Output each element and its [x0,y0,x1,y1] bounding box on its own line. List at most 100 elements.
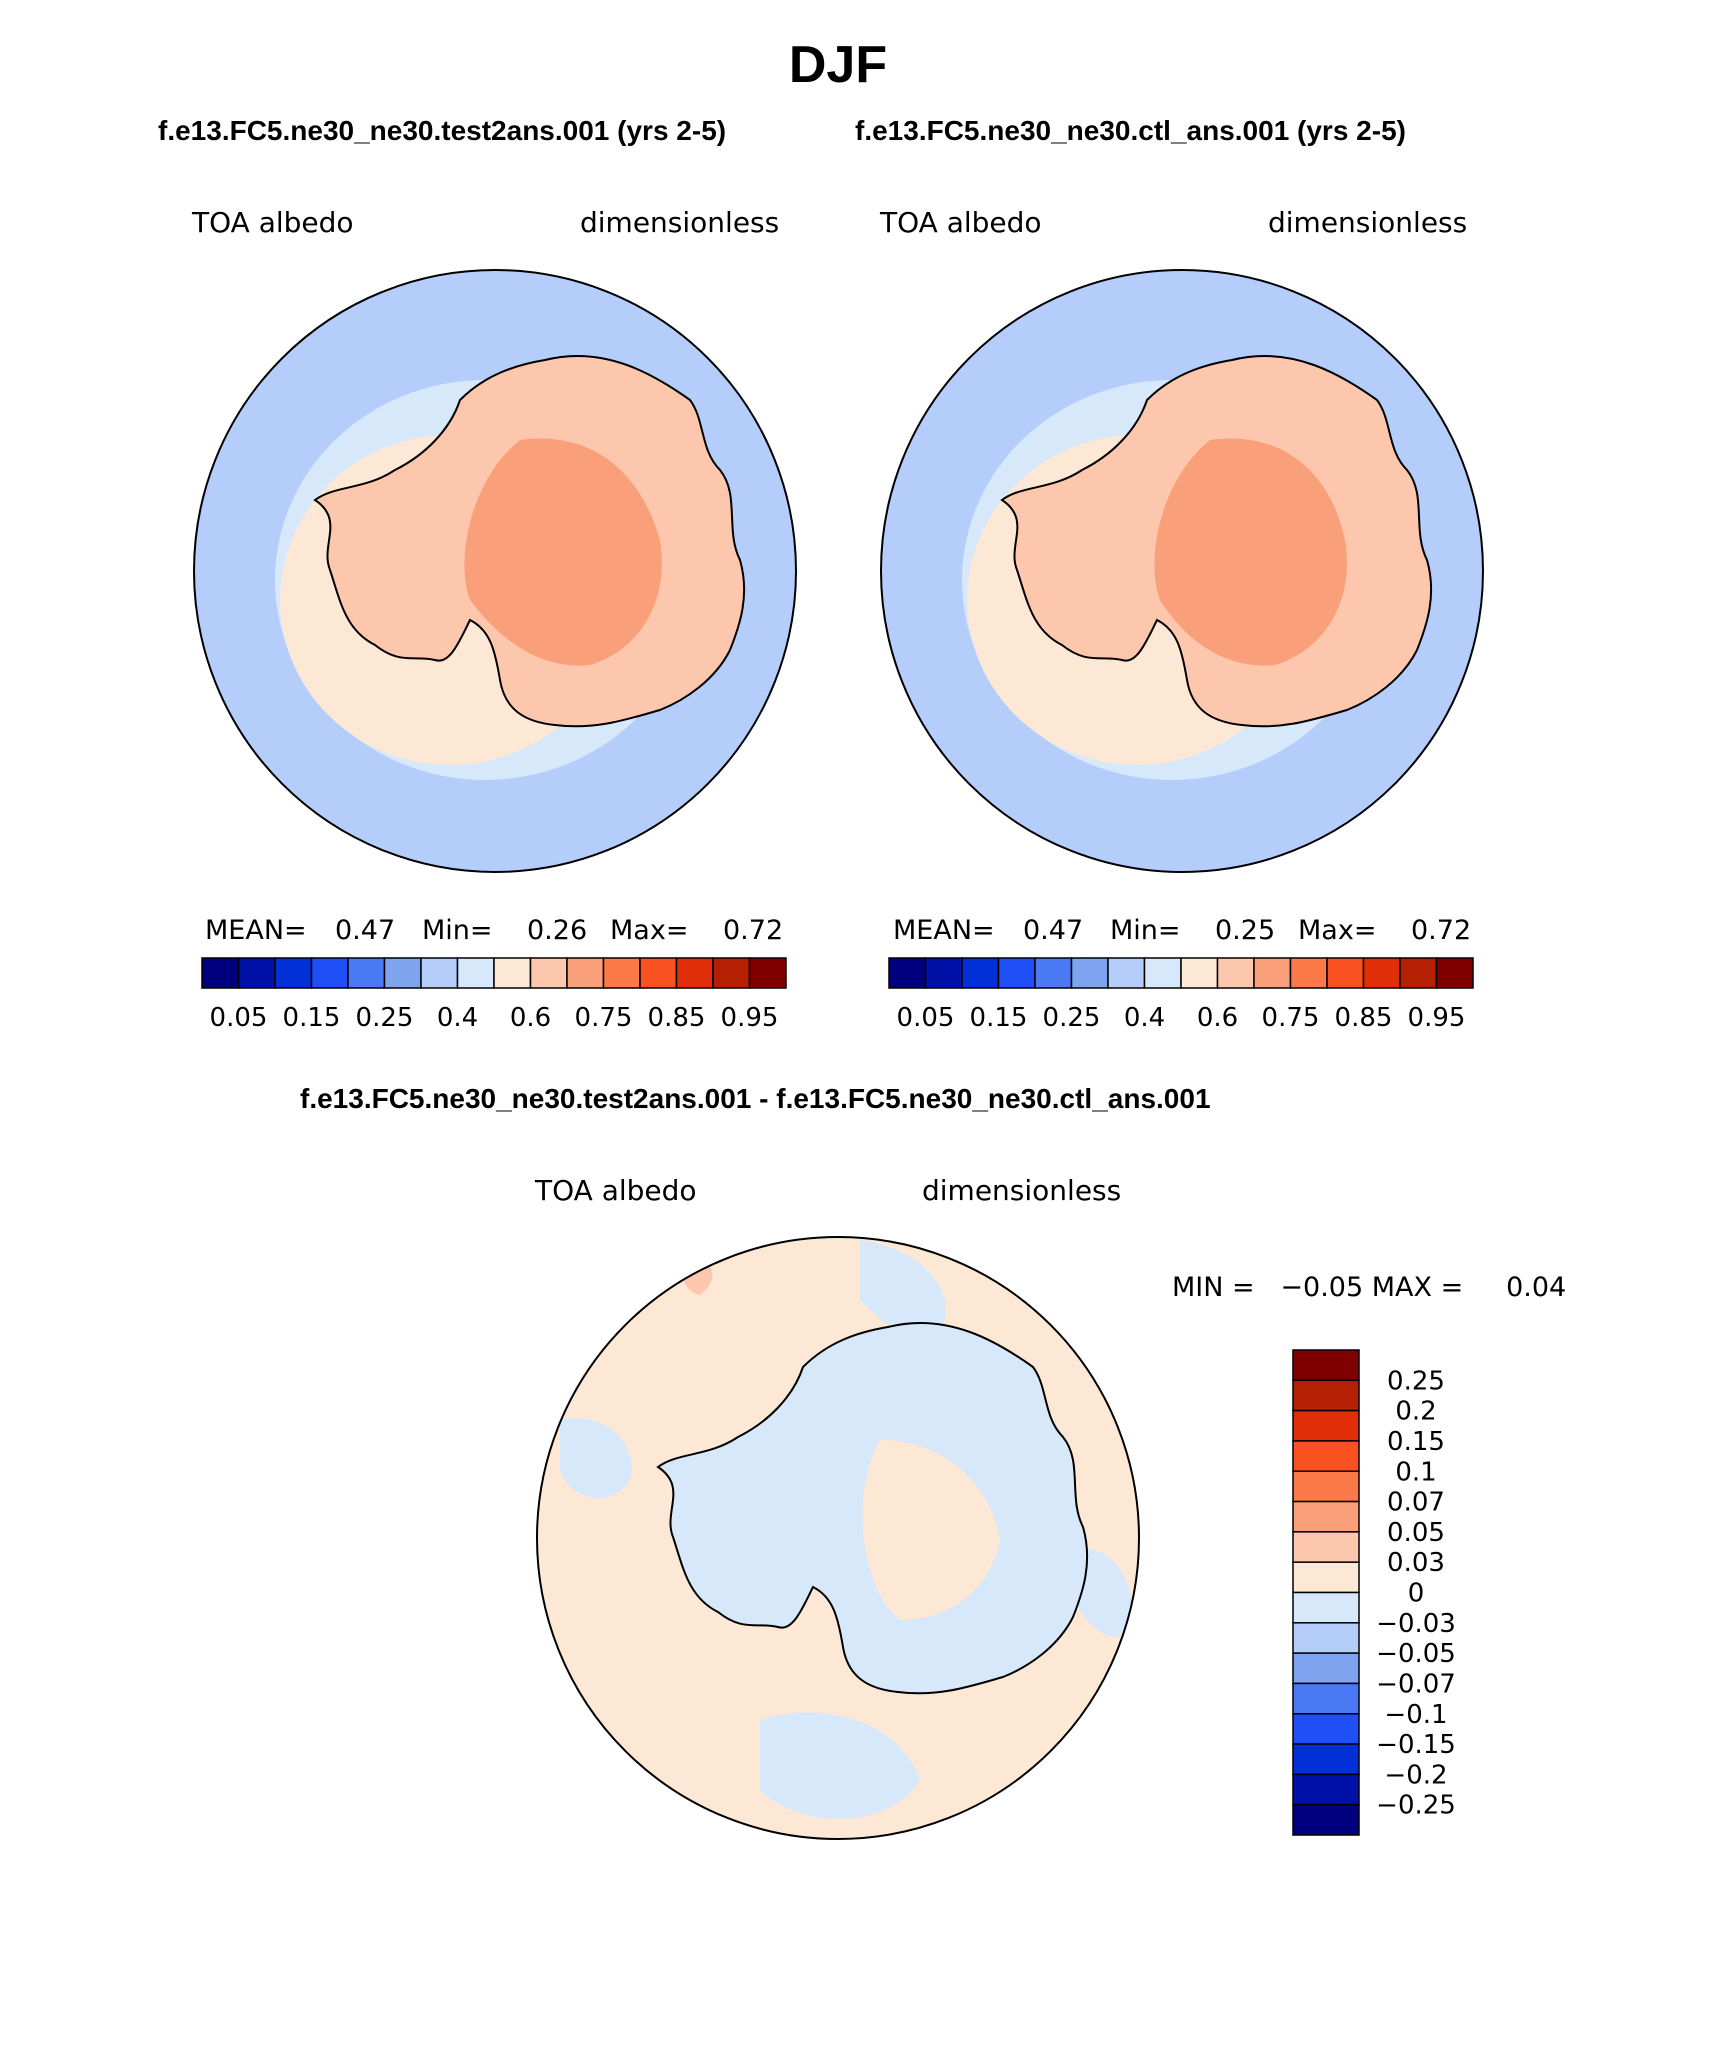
left-colorbar-box-0 [201,957,240,989]
right-colorbar-box-13 [1362,957,1401,989]
left-colorbar-tick-label-7: 0.95 [721,1003,779,1033]
left-colorbar-tick-label-3: 0.4 [437,1003,478,1033]
right-colorbar-box-11 [1289,957,1328,989]
left-colorbar-tick-label-1: 0.15 [283,1003,341,1033]
left-colorbar-box-9 [529,957,568,989]
right-colorbar-tick-label-0: 0.05 [897,1003,955,1033]
right-mean-label: MEAN= [893,915,995,946]
right-colorbar-box-0 [888,957,927,989]
left-colorbar-box-7 [456,957,495,989]
right-case-title: f.e13.FC5.ne30_ne30.ctl_ans.001 (yrs 2-5… [855,115,1406,146]
left-max-value: 0.72 [723,915,783,946]
left-colorbar-box-11 [602,957,641,989]
diff-colorbar-box-11 [1292,1682,1360,1715]
right-colorbar-box-12 [1326,957,1365,989]
diff-colorbar-tick-label-3: 0.1 [1395,1457,1436,1487]
left-min-value: 0.26 [527,915,587,946]
left-colorbar-tick-label-0: 0.05 [210,1003,268,1033]
left-colorbar-box-15 [748,957,787,989]
diff-colorbar-tick-label-13: −0.2 [1384,1760,1447,1790]
right-colorbar-box-5 [1070,957,1109,989]
diff-colorbar-tick-label-10: −0.07 [1376,1669,1456,1699]
left-map-border [193,269,797,873]
right-colorbar-box-8 [1180,957,1219,989]
diff-colorbar-box-14 [1292,1773,1360,1806]
diff-map-border [536,1236,1140,1840]
diff-colorbar-box-9 [1292,1622,1360,1654]
left-variable-label: TOA albedo [191,206,354,239]
diff-colorbar-box-15 [1292,1803,1360,1836]
left-colorbar-box-1 [237,957,276,989]
right-variable-label: TOA albedo [879,206,1042,239]
left-colorbar-tick-label-2: 0.25 [356,1003,414,1033]
right-colorbar-box-10 [1253,957,1292,989]
left-map-panel: TOA albedo dimensionless MEAN= 0.47 Min=… [191,206,797,1033]
right-colorbar-box-2 [961,957,1000,989]
diff-colorbar-box-13 [1292,1743,1360,1776]
diff-colorbar-box-8 [1292,1591,1360,1624]
right-colorbar-tick-label-1: 0.15 [970,1003,1028,1033]
diff-colorbar-tick-label-5: 0.05 [1387,1518,1445,1548]
right-units-label: dimensionless [1268,206,1467,239]
left-max-label: Max= [610,915,688,946]
diff-colorbar-tick-label-2: 0.15 [1387,1427,1445,1457]
left-plateau [464,438,662,666]
left-min-label: Min= [422,915,493,946]
right-colorbar-box-6 [1107,957,1146,989]
right-map-field [881,270,1483,872]
left-colorbar-box-2 [274,957,313,989]
right-map-border [880,269,1484,873]
season-title: DJF [789,36,887,94]
diff-variable-label: TOA albedo [534,1174,697,1207]
diff-minmax-text: MIN = −0.05 MAX = 0.04 [1172,1272,1566,1303]
diff-units-label: dimensionless [922,1174,1121,1207]
diff-colorbar-box-4 [1292,1470,1360,1503]
diff-colorbar-box-3 [1292,1440,1360,1472]
diff-colorbar-tick-label-14: −0.25 [1376,1791,1456,1821]
left-colorbar: 0.05 0.15 0.25 0.4 0.6 0.75 0.85 0.95 [201,957,787,1033]
right-plateau [1154,438,1347,666]
diff-pos-patch [862,1440,1000,1620]
right-colorbar-tick-label-7: 0.95 [1408,1003,1466,1033]
diff-colorbar: 0.250.20.150.10.070.050.030−0.03−0.05−0.… [1292,1349,1456,1836]
left-colorbar-box-4 [347,957,386,989]
diff-neg-patch-1 [860,1240,947,1337]
diff-colorbar-tick-label-8: −0.03 [1376,1609,1456,1639]
right-max-value: 0.72 [1411,915,1471,946]
diff-colorbar-tick-label-7: 0 [1408,1579,1425,1609]
diff-colorbar-box-5 [1292,1500,1360,1533]
left-case-title: f.e13.FC5.ne30_ne30.test2ans.001 (yrs 2-… [158,115,726,146]
right-colorbar-tick-label-2: 0.25 [1043,1003,1101,1033]
diff-colorbar-box-6 [1292,1531,1360,1563]
right-min-label: Min= [1110,915,1181,946]
diff-neg-patch-2 [560,1418,632,1499]
diff-colorbar-box-12 [1292,1713,1360,1745]
diff-colorbar-box-7 [1292,1561,1360,1594]
left-colorbar-box-5 [383,957,422,989]
diff-colorbar-tick-label-1: 0.2 [1395,1397,1436,1427]
diff-colorbar-tick-label-9: −0.05 [1376,1639,1456,1669]
left-colorbar-box-6 [420,957,459,989]
left-colorbar-box-12 [639,957,678,989]
right-colorbar-tick-label-5: 0.75 [1262,1003,1320,1033]
right-colorbar-box-9 [1216,957,1255,989]
right-colorbar-box-4 [1034,957,1073,989]
left-colorbar-tick-label-4: 0.6 [510,1003,551,1033]
right-colorbar-box-1 [924,957,963,989]
right-colorbar: 0.05 0.15 0.25 0.4 0.6 0.75 0.85 0.95 [888,957,1474,1033]
diff-colorbar-tick-label-12: −0.15 [1376,1730,1456,1760]
right-mean-value: 0.47 [1023,915,1083,946]
diff-colorbar-tick-label-11: −0.1 [1384,1700,1447,1730]
right-colorbar-box-3 [997,957,1036,989]
diff-colorbar-box-1 [1292,1379,1360,1412]
diff-colorbar-box-2 [1292,1409,1360,1442]
left-colorbar-box-8 [493,957,532,989]
left-map-field [194,270,796,872]
diff-colorbar-tick-label-0: 0.25 [1387,1366,1445,1396]
right-colorbar-box-14 [1399,957,1438,989]
left-colorbar-box-10 [566,957,605,989]
diff-neg-patch-4 [760,1712,920,1819]
right-min-value: 0.25 [1215,915,1275,946]
left-colorbar-box-14 [712,957,751,989]
